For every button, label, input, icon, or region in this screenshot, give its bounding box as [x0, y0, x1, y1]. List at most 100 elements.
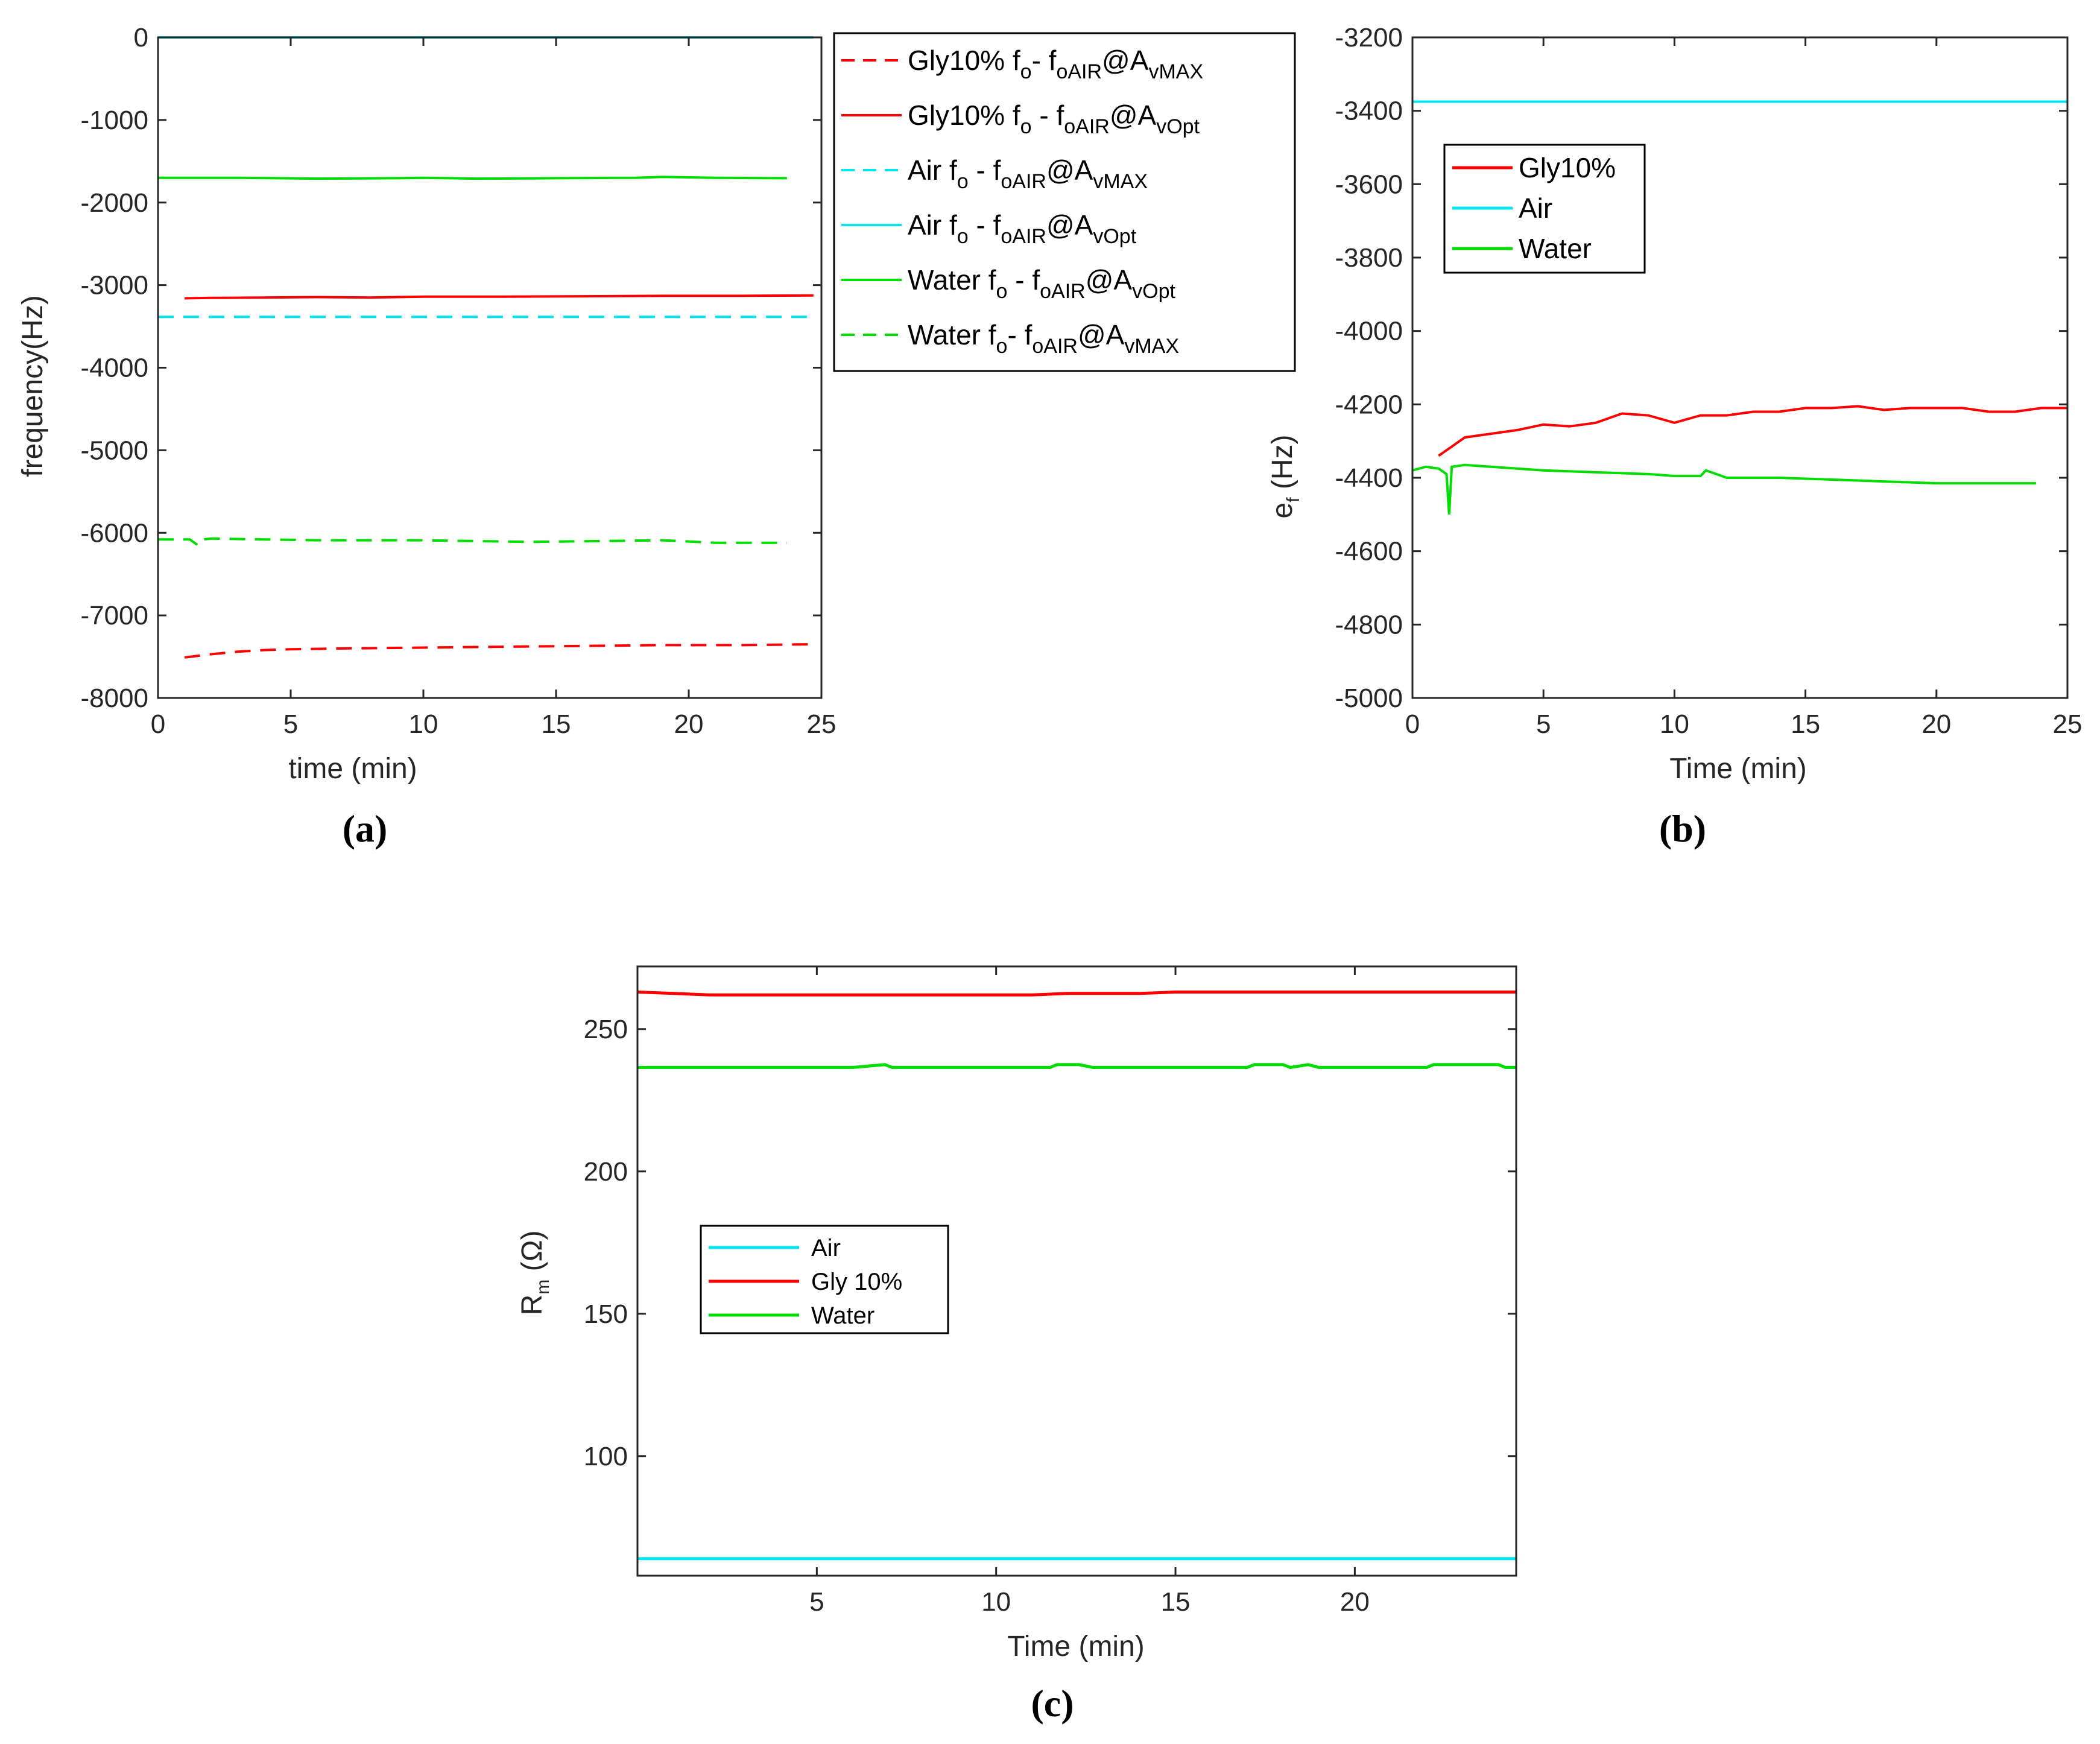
legend-a-label-part: - f	[969, 209, 1001, 241]
panel-b-xtick-label: 20	[1921, 709, 1951, 739]
legend-c-label-water: Water	[811, 1302, 874, 1329]
legend-a-label-part: oAIR	[1032, 335, 1078, 358]
legend-a-label-part: - f	[969, 154, 1001, 186]
panel-c-ytick-label: 150	[584, 1299, 628, 1329]
panel-c-xtick-label: 20	[1340, 1587, 1370, 1617]
panel-c-ytick-label: 250	[584, 1015, 628, 1044]
legend-a-label-part: vMAX	[1148, 60, 1203, 83]
legend-c-label-air: Air	[811, 1235, 841, 1261]
panel-b-ytick-label: -3200	[1335, 23, 1403, 52]
panel-b-ylabel: ef (Hz)	[1267, 434, 1303, 518]
panel-a-tag: (a)	[343, 807, 388, 850]
panel-a-ytick-label: -7000	[80, 601, 148, 630]
panel-a-xtick-label: 20	[674, 709, 704, 739]
legend-b-label-water: Water	[1519, 233, 1592, 264]
panel-c-ylabel: Rm (Ω)	[516, 1231, 553, 1316]
legend-a-label-part: o	[957, 225, 969, 248]
panel-a-xlabel: time (min)	[288, 753, 417, 785]
panel-a-series-water-max	[158, 537, 787, 547]
panel-b-series-gly	[1438, 405, 2067, 457]
panel-c-ylabel-main: R	[516, 1295, 548, 1316]
legend-a-label-part: vOpt	[1156, 115, 1200, 138]
panel-a-ytick-label: -1000	[80, 106, 148, 135]
panel-b-xtick-label: 25	[2053, 709, 2083, 739]
panel-a: 0 5 10 15 20 25 0 -1000 -2000 -3000 -4000 -5000 -600…	[17, 23, 1296, 850]
legend-a-label-part: o	[957, 170, 969, 193]
panel-b-legend: Gly10% Air Water	[1443, 144, 1646, 274]
panel-c-tag: (c)	[1031, 1682, 1074, 1725]
panel-c-axes-frame	[636, 965, 1517, 1577]
panel-a-series-water-opt	[158, 176, 787, 180]
panel-a-xtick-label: 10	[409, 709, 438, 739]
legend-a-label-part: oAIR	[1001, 225, 1046, 248]
panel-b: 0 5 10 15 20 25 -3200 -3400 -3600 -3800 -4000 -4200…	[1267, 23, 2082, 850]
legend-a-label-part: oAIR	[1001, 170, 1046, 193]
legend-a-label-part: @A	[1102, 45, 1149, 76]
panel-c-xlabel: Time (min)	[1007, 1631, 1145, 1663]
legend-a-label-part: Water f	[908, 319, 996, 350]
legend-a-label-part: oAIR	[1056, 60, 1102, 83]
panel-b-xtick-label: 5	[1536, 709, 1551, 739]
panel-b-ytick-label: -3800	[1335, 243, 1403, 273]
panel-b-series-water	[1412, 463, 2036, 515]
legend-a-label-part: vMAX	[1093, 170, 1148, 193]
panel-b-ylabel-rest: (Hz)	[1267, 434, 1298, 497]
panel-b-ytick-label: -4200	[1335, 390, 1403, 419]
panel-b-xtick-label: 10	[1660, 709, 1689, 739]
panel-c-xtick-label: 10	[981, 1587, 1011, 1617]
legend-a-label-water-max: Water fo- foAIR@AvMAX	[908, 319, 1179, 358]
panel-a-xtick-label: 25	[807, 709, 837, 739]
panel-b-ytick-label: -4400	[1335, 463, 1403, 493]
legend-a-label-part: @A	[1046, 209, 1093, 241]
legend-b-label-gly: Gly10%	[1519, 152, 1616, 183]
legend-b-label-air: Air	[1519, 192, 1552, 224]
legend-a-label-part: vOpt	[1093, 225, 1136, 248]
legend-a-label-part: - f	[1007, 319, 1032, 350]
legend-c-label-gly: Gly 10%	[811, 1269, 902, 1295]
legend-a-label-part: Gly10% f	[908, 100, 1020, 131]
panel-b-ytick-label: -5000	[1335, 683, 1403, 713]
legend-a-label-part: - f	[1007, 264, 1040, 296]
panel-b-ylabel-main: e	[1267, 503, 1298, 519]
panel-b-tag: (b)	[1659, 807, 1706, 850]
legend-a-label-part: o	[996, 335, 1008, 358]
legend-a-label-part: - f	[1032, 45, 1057, 76]
panel-a-ytick-label: 0	[134, 23, 148, 52]
panel-a-xtick-label: 15	[542, 709, 571, 739]
legend-a-label-air-max: Air fo - foAIR@AvMAX	[908, 154, 1148, 193]
panel-c-ylabel-sub: m	[533, 1279, 553, 1295]
legend-a-label-part: oAIR	[1064, 115, 1110, 138]
panel-c-xtick-label: 5	[809, 1587, 824, 1617]
panel-b-xtick-label: 15	[1791, 709, 1820, 739]
legend-a-label-part: o	[1020, 60, 1032, 83]
panel-b-ytick-label: -3600	[1335, 170, 1403, 199]
panel-a-ytick-label: -2000	[80, 188, 148, 218]
panel-a-series-gly-opt	[184, 294, 814, 300]
panel-b-ylabel-sub: f	[1283, 497, 1303, 503]
panel-c-ylabel-rest: (Ω)	[516, 1231, 548, 1279]
legend-a-label-water-opt: Water fo - foAIR@AvOpt	[908, 264, 1175, 303]
panel-b-ytick-label: -4800	[1335, 610, 1403, 639]
panel-b-ytick-label: -4600	[1335, 537, 1403, 566]
legend-a-label-gly-opt: Gly10% fo - foAIR@AvOpt	[908, 100, 1200, 138]
panel-c-legend: Air Gly 10% Water	[700, 1225, 949, 1334]
panel-a-ytick-label: -4000	[80, 354, 148, 383]
panel-a-ylabel: frequency(Hz)	[17, 295, 49, 477]
legend-a-label-part: @A	[1046, 154, 1093, 186]
panel-a-ytick-label: -5000	[80, 436, 148, 465]
legend-a-label-part: vMAX	[1124, 335, 1179, 358]
panel-b-xtick-label: 0	[1405, 709, 1420, 739]
legend-a-label-part: oAIR	[1040, 280, 1086, 303]
legend-a-label-gly-max: Gly10% fo- foAIR@AvMAX	[908, 45, 1203, 83]
legend-a-label-part: @A	[1110, 100, 1157, 131]
legend-a-label-air-opt: Air fo - foAIR@AvOpt	[908, 209, 1137, 248]
panel-b-xlabel: Time (min)	[1669, 753, 1807, 785]
panel-c-series-water	[637, 1063, 1516, 1070]
panel-b-ytick-label: -4000	[1335, 317, 1403, 346]
legend-a-label-part: Air f	[908, 154, 957, 186]
legend-a-label-part: o	[996, 280, 1008, 303]
legend-a-label-part: @A	[1078, 319, 1125, 350]
legend-a-label-part: Water f	[908, 264, 996, 296]
